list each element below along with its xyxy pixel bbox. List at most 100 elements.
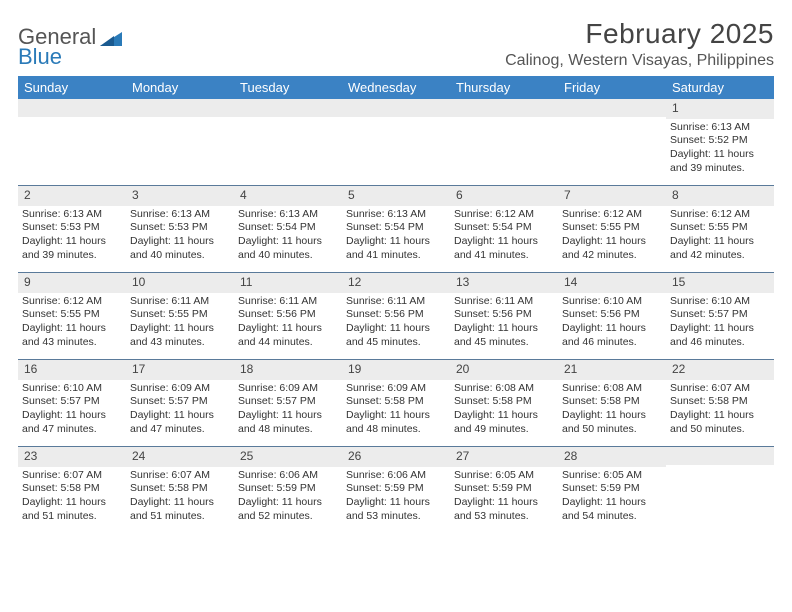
daylight-text: Daylight: 11 hours and 45 minutes.: [346, 322, 446, 349]
weekday-label: Wednesday: [342, 76, 450, 99]
sunset-text: Sunset: 5:53 PM: [130, 221, 230, 235]
sunrise-text: Sunrise: 6:09 AM: [130, 382, 230, 396]
sunrise-text: Sunrise: 6:12 AM: [562, 208, 662, 222]
calendar-cell: [558, 99, 666, 185]
sunrise-text: Sunrise: 6:13 AM: [238, 208, 338, 222]
sunrise-text: Sunrise: 6:08 AM: [562, 382, 662, 396]
day-number: 10: [126, 273, 234, 293]
calendar-cell: 12 Sunrise: 6:11 AMSunset: 5:56 PMDayligh…: [342, 273, 450, 359]
sunset-text: Sunset: 5:59 PM: [562, 482, 662, 496]
day-number: 3: [126, 186, 234, 206]
sunset-text: Sunset: 5:57 PM: [238, 395, 338, 409]
daylight-text: Daylight: 11 hours and 53 minutes.: [454, 496, 554, 523]
calendar-week: 23Sunrise: 6:07 AMSunset: 5:58 PMDayligh…: [18, 446, 774, 533]
calendar-cell: 8Sunrise: 6:12 AMSunset: 5:55 PMDaylight…: [666, 186, 774, 272]
sunset-text: Sunset: 5:59 PM: [346, 482, 446, 496]
day-number: [126, 99, 234, 117]
calendar-cell: 1Sunrise: 6:13 AMSunset: 5:52 PMDaylight…: [666, 99, 774, 185]
sunrise-text: Sunrise: 6:06 AM: [238, 469, 338, 483]
daylight-text: Daylight: 11 hours and 46 minutes.: [562, 322, 662, 349]
calendar-cell: [450, 99, 558, 185]
daylight-text: Daylight: 11 hours and 45 minutes.: [454, 322, 554, 349]
calendar: Sunday Monday Tuesday Wednesday Thursday…: [18, 76, 774, 533]
calendar-cell: 27Sunrise: 6:05 AMSunset: 5:59 PMDayligh…: [450, 447, 558, 533]
daylight-text: Daylight: 11 hours and 48 minutes.: [238, 409, 338, 436]
logo-word2: Blue: [18, 44, 62, 70]
sunset-text: Sunset: 5:57 PM: [130, 395, 230, 409]
sunrise-text: Sunrise: 6:10 AM: [670, 295, 770, 309]
sunrise-text: Sunrise: 6:10 AM: [22, 382, 122, 396]
daylight-text: Daylight: 11 hours and 53 minutes.: [346, 496, 446, 523]
daylight-text: Daylight: 11 hours and 41 minutes.: [346, 235, 446, 262]
calendar-cell: 25Sunrise: 6:06 AMSunset: 5:59 PMDayligh…: [234, 447, 342, 533]
calendar-cell: 13Sunrise: 6:11 AMSunset: 5:56 PMDayligh…: [450, 273, 558, 359]
sunrise-text: Sunrise: 6:13 AM: [130, 208, 230, 222]
weekday-label: Tuesday: [234, 76, 342, 99]
sunset-text: Sunset: 5:58 PM: [562, 395, 662, 409]
sunset-text: Sunset: 5:59 PM: [238, 482, 338, 496]
daylight-text: Daylight: 11 hours and 46 minutes.: [670, 322, 770, 349]
calendar-cell: 6Sunrise: 6:12 AMSunset: 5:54 PMDaylight…: [450, 186, 558, 272]
calendar-week: 9Sunrise: 6:12 AMSunset: 5:55 PMDaylight…: [18, 272, 774, 359]
sunset-text: Sunset: 5:54 PM: [454, 221, 554, 235]
sunset-text: Sunset: 5:55 PM: [22, 308, 122, 322]
calendar-cell: 2 Sunrise: 6:13 AMSunset: 5:53 PMDaylight…: [18, 186, 126, 272]
calendar-cell: [126, 99, 234, 185]
daylight-text: Daylight: 11 hours and 43 minutes.: [22, 322, 122, 349]
sunset-text: Sunset: 5:59 PM: [454, 482, 554, 496]
calendar-cell: 4Sunrise: 6:13 AMSunset: 5:54 PMDaylight…: [234, 186, 342, 272]
day-number: 23: [18, 447, 126, 467]
day-number: [342, 99, 450, 117]
calendar-week: 2Sunrise: 6:13 AMSunset: 5:53 PMDaylight…: [18, 185, 774, 272]
weekday-label: Thursday: [450, 76, 558, 99]
weekday-header: Sunday Monday Tuesday Wednesday Thursday…: [18, 76, 774, 99]
sunrise-text: Sunrise: 6:13 AM: [22, 208, 122, 222]
day-number: 12: [342, 273, 450, 293]
day-number: [558, 99, 666, 117]
calendar-cell: 19Sunrise: 6:09 AMSunset: 5:58 PMDayligh…: [342, 360, 450, 446]
day-number: 16: [18, 360, 126, 380]
daylight-text: Daylight: 11 hours and 40 minutes.: [238, 235, 338, 262]
daylight-text: Daylight: 11 hours and 42 minutes.: [562, 235, 662, 262]
calendar-cell: 18Sunrise: 6:09 AMSunset: 5:57 PMDayligh…: [234, 360, 342, 446]
daylight-text: Daylight: 11 hours and 43 minutes.: [130, 322, 230, 349]
calendar-cell: 16Sunrise: 6:10 AMSunset: 5:57 PMDayligh…: [18, 360, 126, 446]
day-number: 4: [234, 186, 342, 206]
sunrise-text: Sunrise: 6:13 AM: [346, 208, 446, 222]
calendar-cell: 28Sunrise: 6:05 AMSunset: 5:59 PMDayligh…: [558, 447, 666, 533]
daylight-text: Daylight: 11 hours and 40 minutes.: [130, 235, 230, 262]
calendar-cell: 24Sunrise: 6:07 AMSunset: 5:58 PMDayligh…: [126, 447, 234, 533]
sunrise-text: Sunrise: 6:11 AM: [346, 295, 446, 309]
daylight-text: Daylight: 11 hours and 50 minutes.: [670, 409, 770, 436]
calendar-cell: 7Sunrise: 6:12 AMSunset: 5:55 PMDaylight…: [558, 186, 666, 272]
sunrise-text: Sunrise: 6:07 AM: [22, 469, 122, 483]
sunset-text: Sunset: 5:56 PM: [454, 308, 554, 322]
day-number: 26: [342, 447, 450, 467]
sunrise-text: Sunrise: 6:11 AM: [238, 295, 338, 309]
month-title: February 2025: [505, 18, 774, 50]
sunset-text: Sunset: 5:56 PM: [346, 308, 446, 322]
calendar-cell: 26Sunrise: 6:06 AMSunset: 5:59 PMDayligh…: [342, 447, 450, 533]
sunrise-text: Sunrise: 6:08 AM: [454, 382, 554, 396]
sunrise-text: Sunrise: 6:13 AM: [670, 121, 770, 135]
daylight-text: Daylight: 11 hours and 54 minutes.: [562, 496, 662, 523]
weekday-label: Friday: [558, 76, 666, 99]
calendar-cell: [666, 447, 774, 533]
sunset-text: Sunset: 5:58 PM: [670, 395, 770, 409]
sunset-text: Sunset: 5:58 PM: [130, 482, 230, 496]
calendar-cell: [18, 99, 126, 185]
sunrise-text: Sunrise: 6:07 AM: [130, 469, 230, 483]
day-number: 19: [342, 360, 450, 380]
day-number: 1: [666, 99, 774, 119]
sunset-text: Sunset: 5:53 PM: [22, 221, 122, 235]
day-number: 20: [450, 360, 558, 380]
calendar-cell: 14Sunrise: 6:10 AMSunset: 5:56 PMDayligh…: [558, 273, 666, 359]
calendar-cell: 17Sunrise: 6:09 AMSunset: 5:57 PMDayligh…: [126, 360, 234, 446]
day-number: 14: [558, 273, 666, 293]
daylight-text: Daylight: 11 hours and 39 minutes.: [22, 235, 122, 262]
daylight-text: Daylight: 11 hours and 39 minutes.: [670, 148, 770, 175]
sunrise-text: Sunrise: 6:11 AM: [454, 295, 554, 309]
daylight-text: Daylight: 11 hours and 47 minutes.: [130, 409, 230, 436]
daylight-text: Daylight: 11 hours and 52 minutes.: [238, 496, 338, 523]
day-number: 2: [18, 186, 126, 206]
